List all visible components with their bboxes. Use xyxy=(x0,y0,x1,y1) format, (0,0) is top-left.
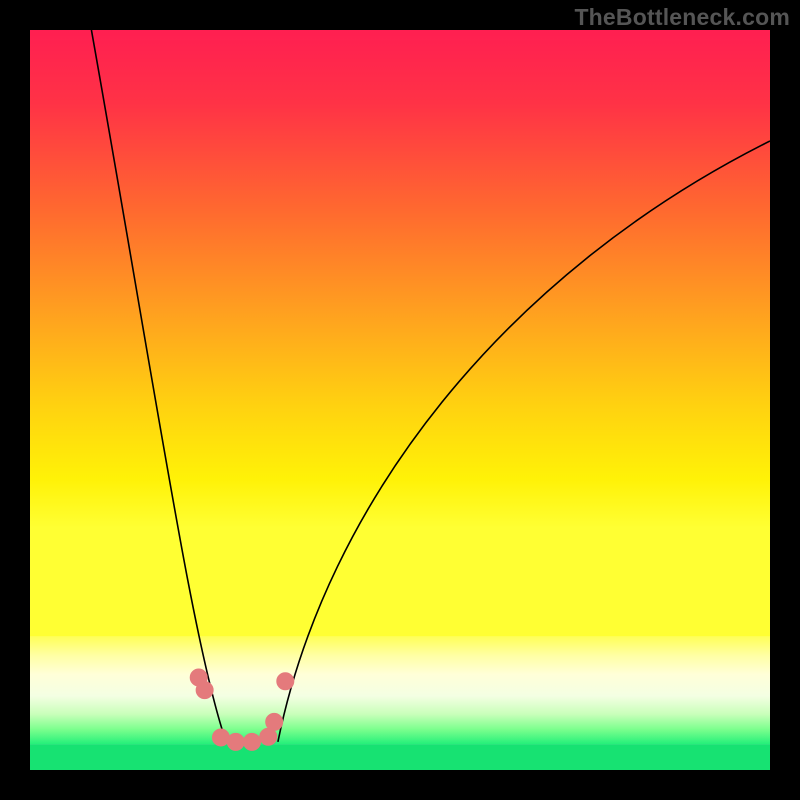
chart-plot-area xyxy=(30,30,770,770)
base-strip xyxy=(30,744,770,770)
data-marker xyxy=(227,733,244,750)
gradient-body xyxy=(30,30,770,637)
watermark-text: TheBottleneck.com xyxy=(574,4,790,31)
data-marker xyxy=(277,673,294,690)
chart-svg xyxy=(30,30,770,770)
data-marker xyxy=(266,713,283,730)
data-marker xyxy=(244,733,261,750)
gradient-band xyxy=(30,637,770,744)
data-marker xyxy=(196,682,213,699)
